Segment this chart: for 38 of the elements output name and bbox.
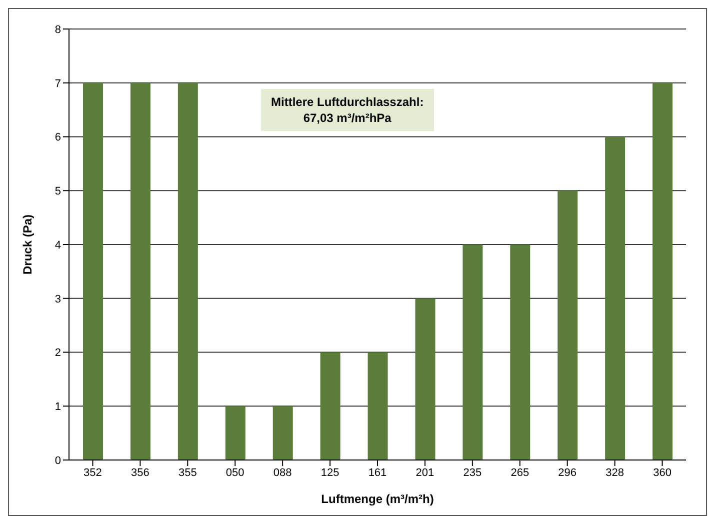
bar [225, 406, 246, 460]
y-tick-label: 8 [54, 24, 61, 36]
x-tick-label: 161 [368, 466, 387, 479]
y-tick-label: 7 [54, 78, 61, 90]
bar [368, 352, 388, 460]
x-tick-label: 355 [178, 466, 197, 479]
y-tick-label: 3 [54, 293, 61, 306]
y-tick-label: 5 [54, 186, 61, 198]
x-tick-label: 125 [320, 466, 340, 479]
bar [462, 244, 483, 460]
bar [652, 82, 673, 460]
bar [510, 244, 530, 460]
x-tick-label: 201 [416, 466, 434, 479]
x-tick-label: 050 [226, 466, 244, 479]
x-tick-label: 265 [510, 466, 530, 479]
bar [272, 406, 293, 460]
bar [415, 298, 436, 460]
x-tick-label: 296 [558, 466, 577, 479]
y-axis-title: Druck (Pa) [20, 214, 34, 275]
x-tick-label: 356 [131, 466, 150, 479]
annotation: Mittlere Luftdurchlasszahl: 67,03 m³/m²hPa [261, 89, 434, 131]
y-tick-label: 6 [54, 132, 61, 144]
bar [83, 82, 103, 460]
x-tick-label: 235 [463, 466, 482, 479]
x-tick-label: 328 [606, 466, 624, 479]
x-tick-label: 088 [273, 466, 292, 479]
bar [130, 82, 150, 460]
x-axis-title: Luftmenge (m³/m²h) [321, 492, 434, 506]
y-tick-label: 4 [54, 239, 61, 252]
bar [178, 82, 198, 460]
bar [320, 352, 340, 460]
y-tick-label: 0 [54, 454, 61, 467]
x-tick-label: 352 [84, 466, 102, 479]
y-tick-label: 1 [54, 401, 61, 414]
bar [605, 136, 626, 460]
x-tick-label: 360 [653, 466, 672, 479]
y-tick-label: 2 [54, 347, 61, 360]
bar [558, 190, 578, 460]
